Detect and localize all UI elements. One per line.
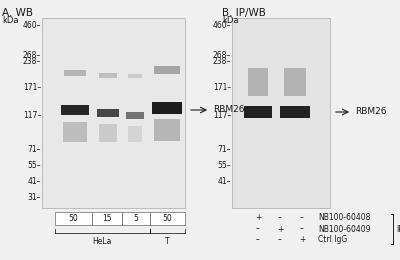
Text: +: + [299,236,305,244]
Bar [244,106,272,118]
Text: 460–: 460– [212,22,231,30]
Bar [122,212,150,225]
Bar [284,68,306,96]
Text: A. WB: A. WB [2,8,33,18]
Text: 50: 50 [69,214,78,223]
Text: –: – [278,213,282,223]
Bar [232,18,330,208]
Text: kDa: kDa [222,16,238,25]
Text: RBM26: RBM26 [355,107,386,116]
Text: 5: 5 [134,214,138,223]
Bar [154,66,180,74]
Bar [63,122,87,142]
Text: 238–: 238– [23,57,41,67]
Text: 41–: 41– [218,177,231,185]
Bar [154,119,180,141]
Text: –: – [300,213,304,223]
Bar [128,126,142,142]
Text: 50: 50 [163,214,172,223]
Bar [99,124,117,142]
Text: 460–: 460– [22,22,41,30]
Text: HeLa: HeLa [92,237,112,246]
Text: –: – [300,224,304,233]
Text: 41–: 41– [28,177,41,185]
Bar [61,105,89,115]
Bar [64,70,86,76]
Text: 268–: 268– [23,50,41,60]
Bar [92,212,122,225]
Text: +: + [255,213,261,223]
Bar [55,212,92,225]
Text: IP: IP [396,224,400,233]
Text: 31–: 31– [28,193,41,203]
Text: NB100-60409: NB100-60409 [318,224,370,233]
Bar [280,106,310,118]
Bar [42,18,185,208]
Bar [150,212,185,225]
Text: –: – [256,236,260,244]
Bar [152,102,182,114]
Text: 55–: 55– [217,160,231,170]
Text: T: T [165,237,169,246]
Text: Ctrl IgG: Ctrl IgG [318,236,347,244]
Text: +: + [277,224,283,233]
Text: 238–: 238– [213,57,231,67]
Text: 15: 15 [102,214,112,223]
Text: RBM26: RBM26 [213,106,244,114]
Text: B. IP/WB: B. IP/WB [222,8,266,18]
Text: kDa: kDa [2,16,18,25]
Text: 117–: 117– [23,112,41,120]
Text: 171–: 171– [23,83,41,93]
Text: –: – [256,224,260,233]
Bar [248,68,268,96]
Bar [128,74,142,78]
Text: 171–: 171– [213,83,231,93]
Text: 268–: 268– [213,50,231,60]
Text: 71–: 71– [218,145,231,153]
Text: –: – [278,236,282,244]
Text: NB100-60408: NB100-60408 [318,213,370,223]
Bar [126,112,144,119]
Text: 71–: 71– [28,145,41,153]
Bar [97,109,119,117]
Bar [99,73,117,77]
Text: 55–: 55– [27,160,41,170]
Text: 117–: 117– [213,112,231,120]
